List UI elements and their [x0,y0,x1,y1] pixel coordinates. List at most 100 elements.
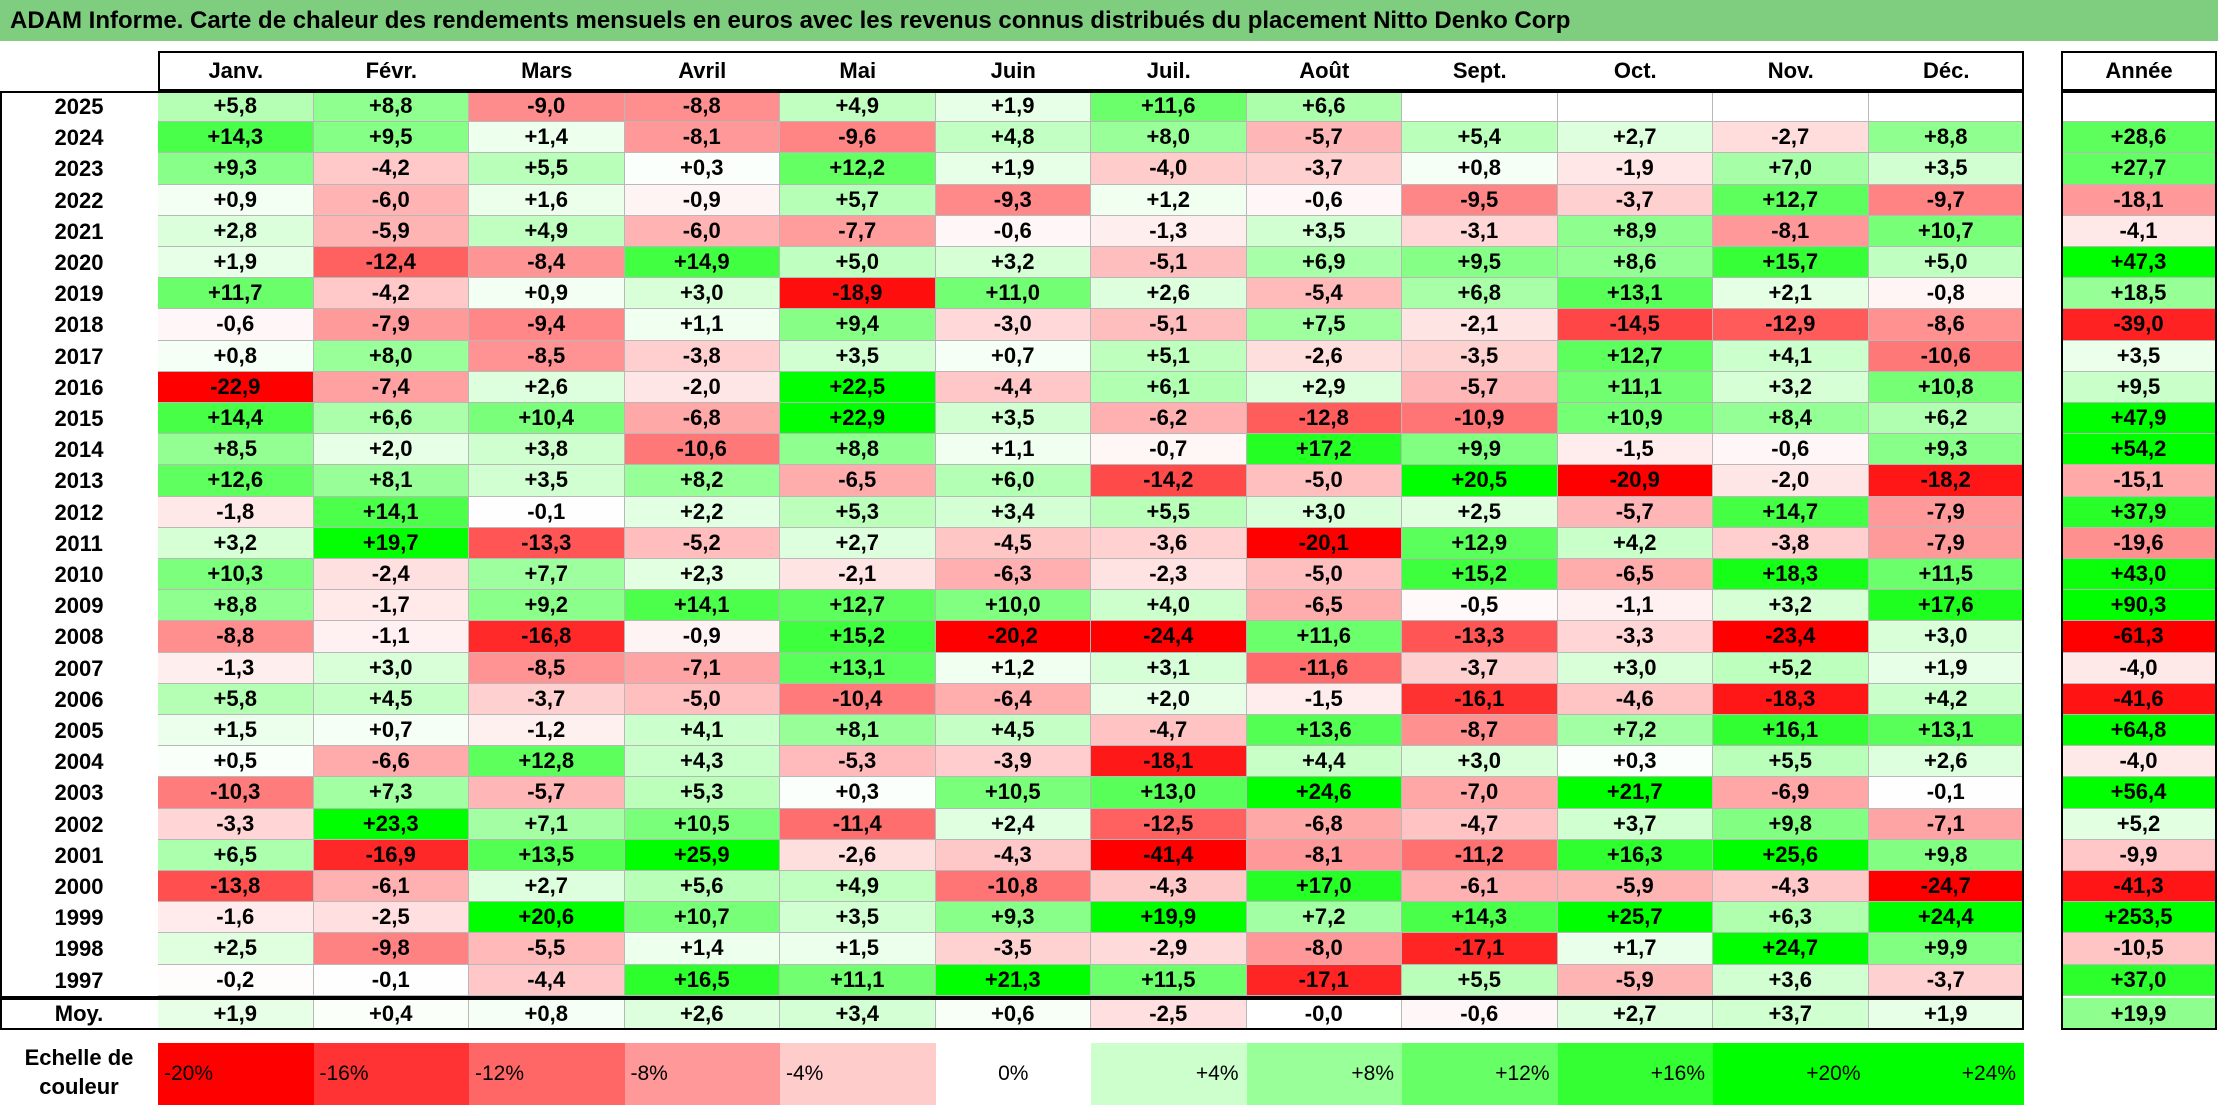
heatmap-cell: +3,1 [1091,652,1247,684]
heatmap-cell: +3,0 [313,652,469,684]
heatmap-cell: -6,5 [780,465,936,497]
heatmap-cell: +3,2 [935,247,1091,279]
heatmap-cell: -1,6 [158,902,314,934]
year-label: 2024 [54,125,104,151]
heatmap-cell: +1,9 [158,247,314,279]
year-label: 2007 [54,655,104,681]
heatmap-cell: -2,4 [313,559,469,591]
heatmap-cell: -41,4 [1091,839,1247,871]
year-label: 1998 [54,936,104,962]
heatmap-cell: +3,0 [1246,496,1402,528]
heatmap-cell: +2,9 [1246,371,1402,403]
annual-cell: +5,2 [2061,808,2217,840]
heatmap-cell: -7,9 [1868,496,2024,528]
heatmap-cell: -16,1 [1402,683,1558,715]
month-header: Juil. [1146,58,1191,83]
color-scale-swatch: +20% [1713,1043,1869,1105]
heatmap-cell: +3,2 [158,527,314,559]
heatmap-cell: -3,8 [1713,527,1869,559]
heatmap-cell: -5,7 [469,777,625,809]
annual-cell: -4,1 [2061,215,2217,247]
heatmap-cell: +1,5 [158,715,314,747]
heatmap-cell: +13,6 [1246,715,1402,747]
heatmap-cell: -0,8 [1868,278,2024,310]
heatmap-cell: +3,5 [1246,215,1402,247]
average-cell: -0,0 [1246,997,1402,1030]
heatmap-cell: +14,1 [624,590,780,622]
heatmap-cell: -1,8 [158,496,314,528]
heatmap-cell: -6,0 [313,184,469,216]
heatmap-cell: -2,9 [1091,933,1247,965]
heatmap-cell: -3,8 [624,340,780,372]
heatmap-cell: -17,1 [1402,933,1558,965]
heatmap-cell: +11,5 [1868,559,2024,591]
heatmap-cell: +10,3 [158,559,314,591]
heatmap-cell: -5,7 [1246,122,1402,154]
heatmap-cell: +5,8 [158,683,314,715]
heatmap-cell: +12,7 [1713,184,1869,216]
heatmap-cell: -2,3 [1091,559,1247,591]
heatmap-cell: -4,4 [935,371,1091,403]
heatmap-cell: -0,1 [1868,777,2024,809]
heatmap-cell: -8,8 [624,91,780,123]
annual-header: Année [2105,58,2173,83]
year-label: 2005 [54,718,104,743]
heatmap-cell: +14,4 [158,403,314,435]
year-label: 2023 [54,156,104,182]
year-label: 2002 [54,811,104,837]
heatmap-cell: -4,0 [1091,153,1247,185]
heatmap-cell: +5,5 [1713,746,1869,778]
year-label: 2008 [54,624,104,650]
heatmap-cell: +6,6 [1246,91,1402,123]
heatmap-cell: +4,2 [1868,683,2024,715]
year-label: 1997 [54,967,104,993]
heatmap-cell: +1,7 [1557,933,1713,965]
heatmap-cell: +3,0 [1868,621,2024,653]
heatmap-cell: +0,8 [1402,153,1558,185]
heatmap-cell: +4,9 [780,91,936,123]
heatmap-cell: -3,1 [1402,215,1558,247]
year-label: 2010 [54,562,104,587]
heatmap-cell: -2,6 [780,839,936,871]
heatmap-cell: -23,4 [1713,621,1869,653]
heatmap-cell: +2,4 [935,808,1091,840]
heatmap-cell: -5,1 [1091,309,1247,341]
month-header: Mai [839,58,877,83]
heatmap-cell: +1,4 [469,122,625,154]
heatmap-cell: -10,3 [158,777,314,809]
heatmap-cell: -14,2 [1091,465,1247,497]
year-label: 2006 [54,686,104,712]
heatmap-cell: +5,6 [624,871,780,903]
heatmap-cell: +5,0 [780,247,936,279]
heatmap-cell: +2,5 [1402,496,1558,528]
heatmap-cell: -5,7 [1557,496,1713,528]
year-label: 2017 [54,343,104,369]
color-scale-swatch: +4% [1091,1043,1247,1105]
annual-cell: -9,9 [2061,839,2217,871]
heatmap-cell: +15,2 [1402,559,1558,591]
heatmap-cell: -18,2 [1868,465,2024,497]
heatmap-cell: +3,0 [1557,652,1713,684]
heatmap-cell: -6,9 [1713,777,1869,809]
heatmap-cell: +10,5 [935,777,1091,809]
heatmap-cell: -10,6 [1868,340,2024,372]
heatmap-cell: +1,2 [935,652,1091,684]
heatmap-cell: -3,7 [1557,184,1713,216]
annual-cell: +18,5 [2061,278,2217,310]
heatmap-cell: -0,2 [158,964,314,996]
heatmap-cell: -2,7 [1713,122,1869,154]
heatmap-cell: -6,2 [1091,403,1247,435]
heatmap-cell: +7,2 [1246,902,1402,934]
heatmap-cell: +2,7 [780,527,936,559]
heatmap-cell: +1,1 [935,434,1091,466]
average-cell: -2,5 [1091,997,1247,1030]
heatmap-cell: +7,3 [313,777,469,809]
heatmap-cell: -9,7 [1868,184,2024,216]
heatmap-cell: +13,1 [780,652,936,684]
year-label: 2015 [54,406,104,431]
average-annual-cell: +19,9 [2061,997,2217,1030]
heatmap-cell: +1,4 [624,933,780,965]
heatmap-cell: +9,5 [1402,247,1558,279]
heatmap-cell: +3,0 [624,278,780,310]
heatmap-cell: +16,5 [624,964,780,996]
